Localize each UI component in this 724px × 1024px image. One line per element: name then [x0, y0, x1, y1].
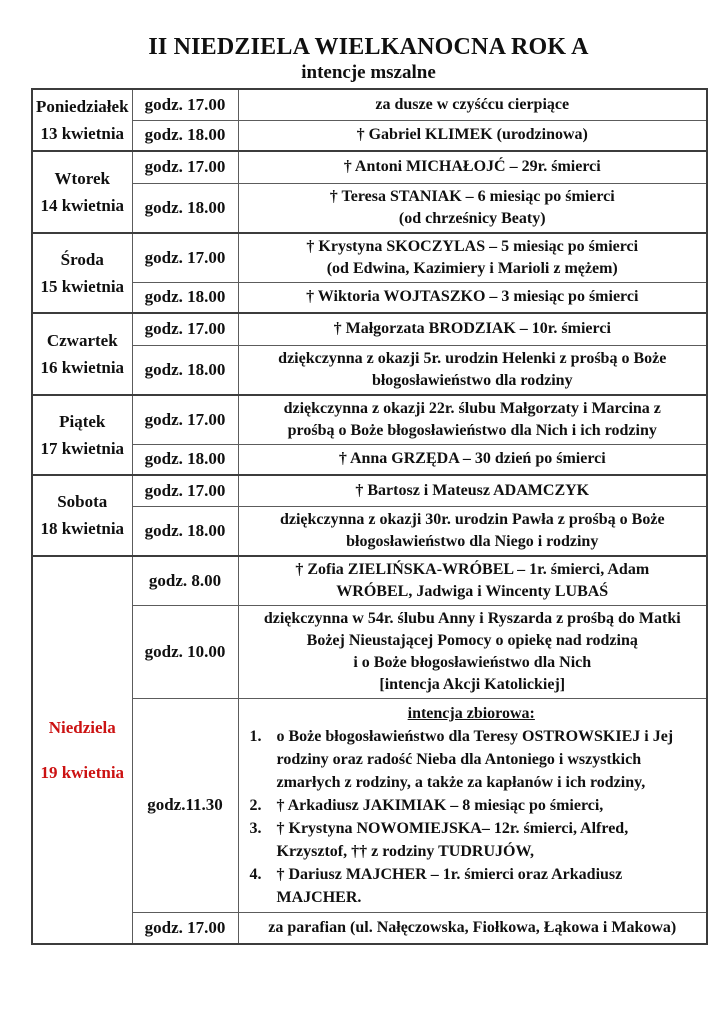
table-row: Wtorek 14 kwietnia godz. 17.00 † Antoni …	[31, 150, 708, 233]
intention-cell: † Małgorzata BRODZIAK – 10r. śmierci	[237, 312, 708, 346]
mass-intentions-table: Poniedziałek 13 kwietnia godz. 17.00 za …	[31, 88, 708, 945]
intention-cell: dziękczynna z okazji 22r. ślubu Małgorza…	[237, 393, 708, 445]
list-item-number: 3.	[249, 819, 262, 837]
day-date: 19 kwietnia	[40, 762, 125, 782]
day-cell-sunday: Niedziela 19 kwietnia	[31, 554, 133, 945]
table-row: godz. 18.00 dziękczynna z okazji 5r. uro…	[32, 344, 708, 395]
intention-cell: † Krystyna SKOCZYLAS – 5 miesiąc po śmie…	[237, 231, 708, 283]
day-cell-thursday: Czwartek 16 kwietnia	[31, 312, 133, 395]
list-item-text: † Arkadiusz JAKIMIAK – 8 miesiąc po śmie…	[276, 796, 604, 814]
intention-cell: za dusze w czyśćcu cierpiące	[237, 88, 708, 121]
table-row: godz. 18.00 † Anna GRZĘDA – 30 dzień po …	[32, 443, 708, 476]
day-cell-monday: Poniedziałek 13 kwietnia	[31, 88, 133, 152]
time-cell: godz. 17.00	[131, 911, 239, 945]
time-cell: godz. 8.00	[131, 554, 239, 606]
day-name: Piątek	[59, 411, 106, 431]
day-date: 18 kwietnia	[40, 519, 125, 539]
intention-cell: † Anna GRZĘDA – 30 dzień po śmierci	[237, 443, 708, 476]
day-name: Niedziela	[48, 717, 116, 737]
table-row: godz. 18.00 dziękczynna z okazji 30r. ur…	[32, 505, 708, 556]
page-subtitle: intencje mszalne	[301, 62, 436, 83]
table-row: godz. 10.00 dziękczynna w 54r. ślubu Ann…	[32, 604, 708, 699]
day-cell-saturday: Sobota 18 kwietnia	[31, 474, 133, 556]
collective-intention-header: intencja zbiorowa:	[407, 704, 535, 722]
time-cell: godz. 17.00	[131, 231, 239, 283]
table-row: godz. 17.00 za parafian (ul. Nałęczowska…	[32, 911, 708, 945]
time-cell: godz. 10.00	[131, 604, 239, 699]
table-row: Poniedziałek 13 kwietnia godz. 17.00 za …	[31, 88, 708, 152]
intention-cell: † Teresa STANIAK – 6 miesiąc po śmierci …	[237, 182, 708, 233]
list-item-text: o Boże błogosławieństwo dla Teresy OSTRO…	[276, 727, 674, 791]
list-item: 1. o Boże błogosławieństwo dla Teresy OS…	[247, 725, 697, 794]
time-cell: godz. 18.00	[131, 443, 239, 476]
list-item-number: 2.	[249, 796, 262, 814]
time-cell: godz. 17.00	[131, 393, 239, 445]
day-name: Środa	[60, 249, 104, 269]
day-cell-wednesday: Środa 15 kwietnia	[31, 231, 133, 314]
day-date: 15 kwietnia	[40, 276, 125, 296]
day-cell-friday: Piątek 17 kwietnia	[31, 393, 133, 476]
list-item-text: † Dariusz MAJCHER – 1r. śmierci oraz Ark…	[276, 865, 623, 906]
time-cell: godz.11.30	[131, 697, 239, 913]
table-row: godz.11.30 intencja zbiorowa: 1. o Boże …	[32, 697, 708, 913]
day-date: 17 kwietnia	[40, 438, 125, 458]
day-name: Wtorek	[54, 168, 110, 188]
collective-intention-cell: intencja zbiorowa: 1. o Boże błogosławie…	[237, 697, 708, 913]
day-date: 14 kwietnia	[40, 195, 125, 215]
intention-cell: † Bartosz i Mateusz ADAMCZYK	[237, 474, 708, 507]
time-cell: godz. 17.00	[131, 88, 239, 121]
list-item: 4. † Dariusz MAJCHER – 1r. śmierci oraz …	[247, 863, 697, 909]
intention-cell: dziękczynna z okazji 5r. urodzin Helenki…	[237, 344, 708, 395]
intention-cell: dziękczynna w 54r. ślubu Anny i Ryszarda…	[237, 604, 708, 699]
list-item: 2. † Arkadiusz JAKIMIAK – 8 miesiąc po ś…	[247, 794, 697, 817]
time-cell: godz. 18.00	[131, 182, 239, 233]
day-name: Poniedziałek	[35, 97, 129, 116]
list-item-number: 1.	[249, 727, 262, 745]
time-cell: godz. 17.00	[131, 312, 239, 346]
table-row: Piątek 17 kwietnia godz. 17.00 dziękczyn…	[31, 393, 708, 476]
table-row: Niedziela 19 kwietnia godz. 8.00 † Zofia…	[31, 554, 708, 945]
table-row: Środa 15 kwietnia godz. 17.00 † Krystyna…	[31, 231, 708, 314]
time-cell: godz. 18.00	[131, 119, 239, 152]
day-date: 16 kwietnia	[40, 357, 125, 377]
intention-cell: † Wiktoria WOJTASZKO – 3 miesiąc po śmie…	[237, 281, 708, 314]
intention-cell: dziękczynna z okazji 30r. urodzin Pawła …	[237, 505, 708, 556]
intention-cell: † Zofia ZIELIŃSKA-WRÓBEL – 1r. śmierci, …	[237, 554, 708, 606]
table-row: godz. 18.00 † Teresa STANIAK – 6 miesiąc…	[32, 182, 708, 233]
list-item-text: † Krystyna NOWOMIEJSKA– 12r. śmierci, Al…	[276, 819, 629, 860]
time-cell: godz. 18.00	[131, 281, 239, 314]
time-cell: godz. 17.00	[131, 150, 239, 184]
intention-cell: za parafian (ul. Nałęczowska, Fiołkowa, …	[237, 911, 708, 945]
table-row: godz. 18.00 † Wiktoria WOJTASZKO – 3 mie…	[32, 281, 708, 314]
page-title: II NIEDZIELA WIELKANOCNA ROK A	[148, 34, 589, 60]
time-cell: godz. 17.00	[131, 474, 239, 507]
list-item-number: 4.	[249, 865, 262, 883]
time-cell: godz. 18.00	[131, 505, 239, 556]
day-date: 13 kwietnia	[40, 124, 125, 143]
list-item: 3. † Krystyna NOWOMIEJSKA– 12r. śmierci,…	[247, 817, 697, 863]
intention-cell: † Antoni MICHAŁOJĆ – 29r. śmierci	[237, 150, 708, 184]
table-row: Czwartek 16 kwietnia godz. 17.00 † Małgo…	[31, 312, 708, 395]
intention-cell: † Gabriel KLIMEK (urodzinowa)	[237, 119, 708, 152]
day-name: Sobota	[57, 492, 108, 512]
table-row: godz. 18.00 † Gabriel KLIMEK (urodzinowa…	[32, 119, 708, 152]
day-cell-tuesday: Wtorek 14 kwietnia	[31, 150, 133, 233]
day-name: Czwartek	[46, 330, 118, 350]
document-header: II NIEDZIELA WIELKANOCNA ROK A intencje …	[31, 34, 706, 84]
table-row: Sobota 18 kwietnia godz. 17.00 † Bartosz…	[31, 474, 708, 556]
time-cell: godz. 18.00	[131, 344, 239, 395]
